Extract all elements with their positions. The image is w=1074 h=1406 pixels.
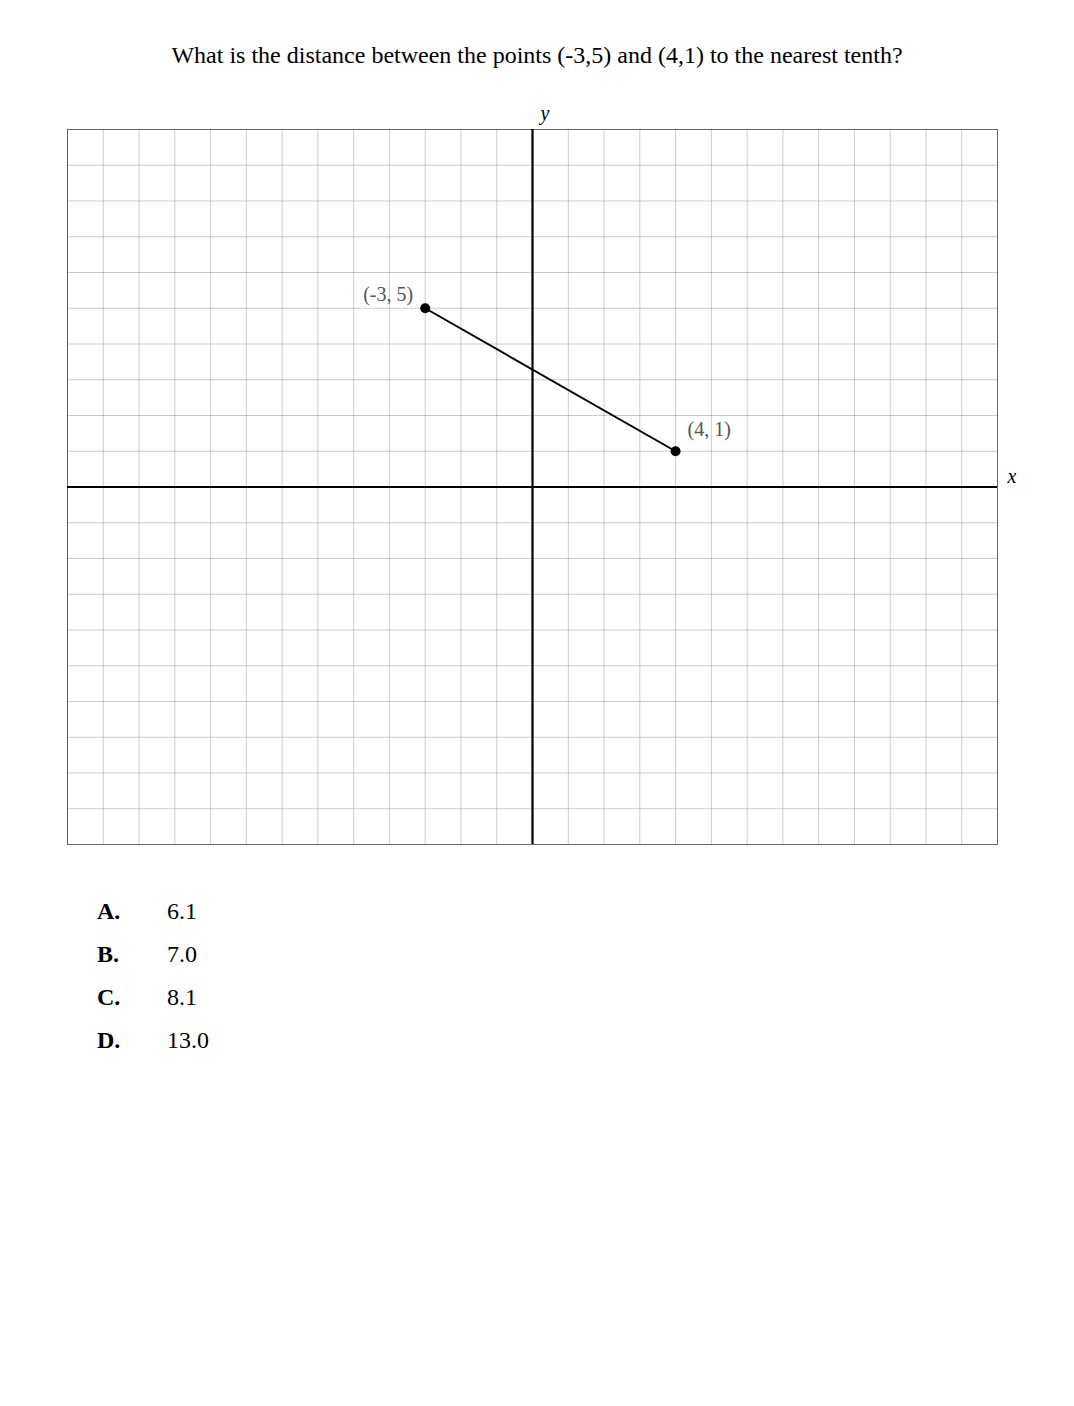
html-text:C.: C.	[97, 984, 121, 1011]
svg-text:(-3, 5): (-3, 5)	[363, 283, 413, 306]
html-text:A.: A.	[97, 898, 121, 925]
html-text:6.1: 6.1	[167, 898, 197, 925]
svg-text:x: x	[1007, 466, 1017, 488]
html-text:B.: B.	[97, 941, 119, 968]
html-text:13.0: 13.0	[167, 1027, 209, 1054]
svg-text:(4, 1): (4, 1)	[688, 418, 731, 441]
html-text:D.: D.	[97, 1027, 121, 1054]
svg-text:y: y	[539, 102, 550, 125]
html-text:What is the distance between t: What is the distance between the points …	[171, 42, 903, 68]
html-text:7.0: 7.0	[167, 941, 197, 968]
html-text:8.1: 8.1	[167, 984, 197, 1011]
